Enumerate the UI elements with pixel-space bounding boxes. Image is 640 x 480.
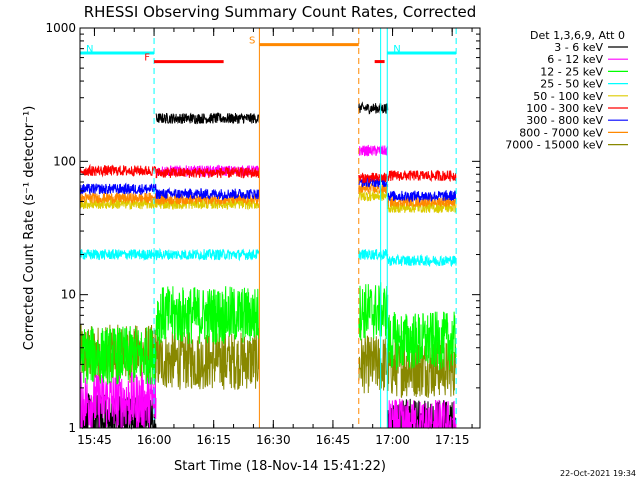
- y-tick-label: 10: [61, 288, 76, 302]
- chart-title: RHESSI Observing Summary Count Rates, Co…: [84, 3, 477, 21]
- series-line: [79, 326, 157, 385]
- series-line: [358, 144, 389, 157]
- series-line: [387, 189, 457, 204]
- timestamp: 22-Oct-2021 19:34: [560, 469, 636, 478]
- legend-entry-label: 50 - 100 keV: [533, 90, 603, 103]
- series-line: [358, 282, 389, 341]
- mode-flag-label: S: [249, 36, 255, 47]
- mode-flag-label: N: [393, 44, 400, 55]
- y-axis-label: Corrected Count Rate (s⁻¹ detector⁻¹): [22, 106, 37, 351]
- series-line: [358, 249, 389, 261]
- legend-entry-label: 25 - 50 keV: [540, 78, 603, 91]
- series-line: [387, 169, 457, 182]
- series-line: [358, 101, 389, 115]
- mode-flag-label: N: [86, 44, 93, 55]
- legend-entry-label: 6 - 12 keV: [547, 53, 603, 66]
- legend-title: Det 1,3,6,9, Att 0: [530, 29, 625, 42]
- series-line: [79, 371, 157, 430]
- legend-entry-label: 300 - 800 keV: [526, 114, 603, 127]
- chart-annotations-group: N N F S: [80, 28, 457, 428]
- x-axis-label: Start Time (18-Nov-14 15:41:22): [174, 459, 386, 474]
- series-line: [155, 331, 260, 390]
- series-line: [155, 247, 260, 262]
- series-line: [155, 286, 260, 345]
- legend-entry-label: 3 - 6 keV: [554, 41, 603, 54]
- series-line: [79, 163, 157, 178]
- series-line: [79, 182, 157, 196]
- series-line: [358, 172, 389, 184]
- chart-series-group: [79, 101, 457, 430]
- x-tick-label: 17:15: [435, 433, 470, 447]
- series-line: [387, 311, 457, 371]
- legend-entry-label: 100 - 300 keV: [526, 102, 603, 115]
- series-line: [79, 192, 157, 205]
- x-tick-label: 16:30: [256, 433, 291, 447]
- series-line: [79, 197, 157, 211]
- series-line: [387, 201, 457, 214]
- series-line: [155, 192, 260, 206]
- axes-group: 15:45 16:00 16:15 16:30 16:45 17:00 17:15 1 10 10…: [45, 21, 480, 447]
- x-tick-label: 16:15: [196, 433, 231, 447]
- x-tick-label: 16:45: [316, 433, 351, 447]
- series-line: [155, 187, 260, 201]
- series-line: [155, 166, 260, 179]
- series-line: [387, 340, 457, 398]
- mode-flag-label: F: [144, 53, 150, 64]
- series-line: [79, 248, 157, 261]
- legend-entry-label: 12 - 25 keV: [540, 65, 603, 78]
- series-line: [358, 190, 389, 202]
- x-tick-label: 15:45: [77, 433, 112, 447]
- y-tick-label: 1000: [45, 21, 76, 35]
- series-line: [155, 111, 260, 125]
- legend-entry-label: 7000 - 15000 keV: [505, 139, 603, 152]
- series-line: [358, 335, 389, 394]
- legend-entry-label: 800 - 7000 keV: [519, 126, 603, 139]
- series-line: [387, 398, 457, 430]
- y-tick-label: 1: [68, 421, 76, 435]
- series-line: [387, 253, 457, 268]
- y-tick-label: 100: [53, 154, 76, 168]
- x-tick-label: 17:00: [375, 433, 410, 447]
- plot-frame: [79, 27, 481, 429]
- x-tick-label: 16:00: [137, 433, 172, 447]
